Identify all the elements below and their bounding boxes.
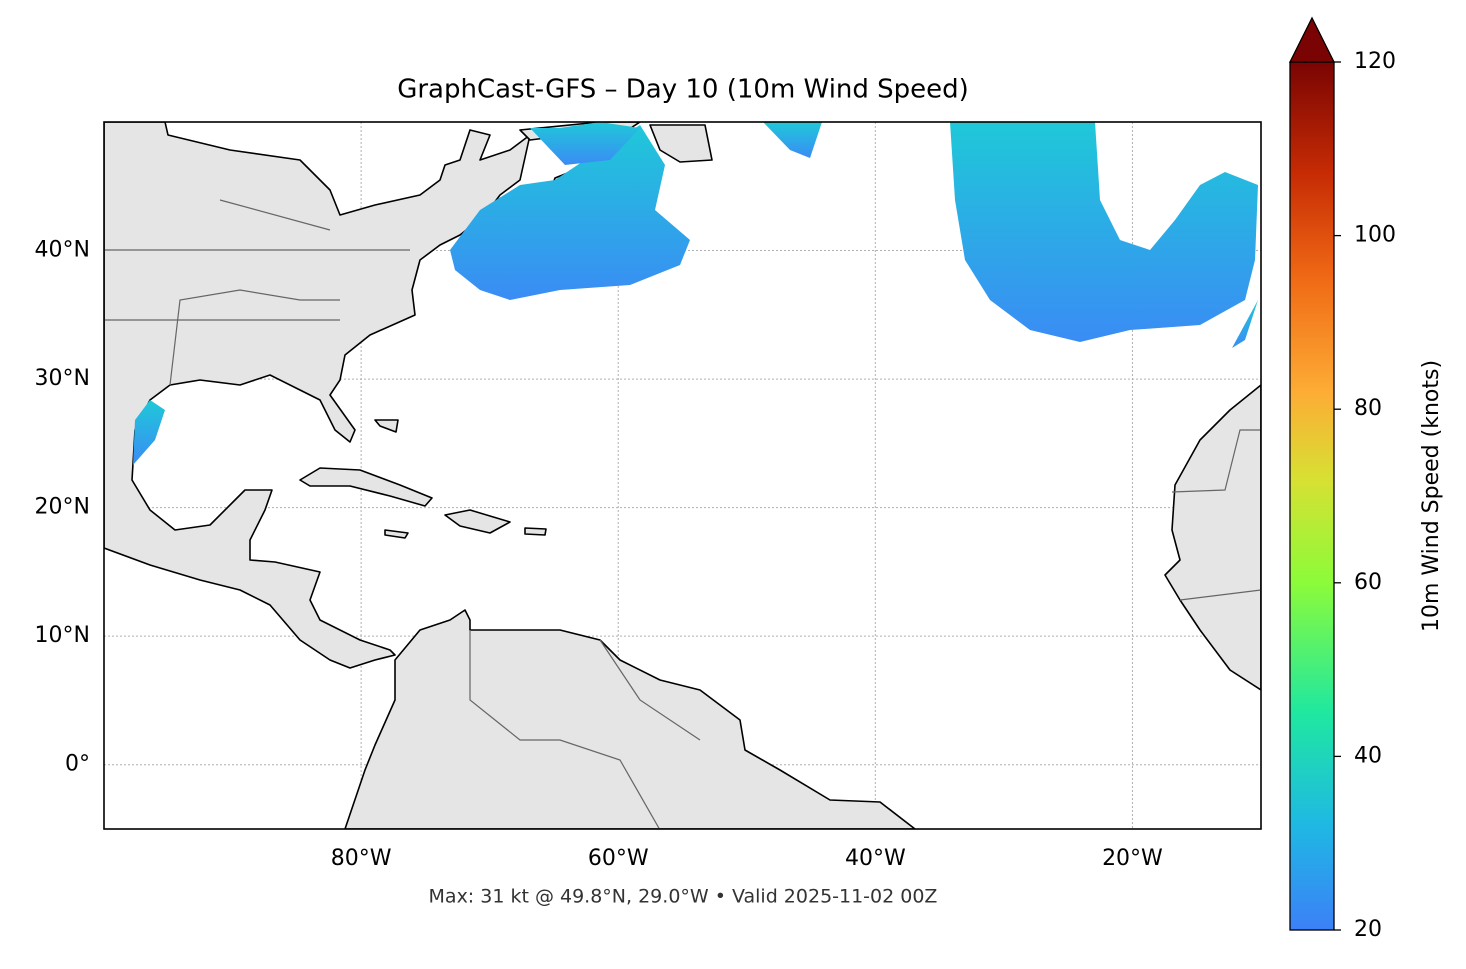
- colorbar-tick-label: 100: [1354, 223, 1396, 248]
- colorbar-tick-label: 20: [1354, 917, 1382, 942]
- colorbar-tick-label: 60: [1354, 570, 1382, 595]
- chart-title: GraphCast-GFS – Day 10 (10m Wind Speed): [397, 75, 969, 105]
- wind-speed-field: [133, 122, 1258, 465]
- y-tick-label: 40°N: [35, 238, 90, 263]
- colorbar-tick-label: 80: [1354, 396, 1382, 421]
- x-tick-label: 60°W: [588, 846, 649, 871]
- colorbar: 20 40 60 80 100 120: [1288, 16, 1396, 942]
- x-tick-label: 80°W: [331, 846, 392, 871]
- map-frame: [103, 121, 1262, 830]
- x-tick-label: 40°W: [845, 846, 906, 871]
- y-tick-label: 0°: [65, 752, 90, 777]
- y-tick-label: 30°N: [35, 366, 90, 391]
- colorbar-extend: [1288, 16, 1336, 63]
- colorbar-label: 10m Wind Speed (knots): [1419, 360, 1444, 632]
- y-tick-label: 10°N: [35, 623, 90, 648]
- colorbar-tick-label: 120: [1354, 49, 1396, 74]
- colorbar-scale: [1289, 61, 1335, 931]
- x-tick-label: 20°W: [1102, 846, 1163, 871]
- map: [104, 122, 1261, 829]
- y-tick-label: 20°N: [35, 495, 90, 520]
- footer-note: Max: 31 kt @ 49.8°N, 29.0°W • Valid 2025…: [429, 886, 938, 908]
- colorbar-tick-label: 40: [1354, 743, 1382, 768]
